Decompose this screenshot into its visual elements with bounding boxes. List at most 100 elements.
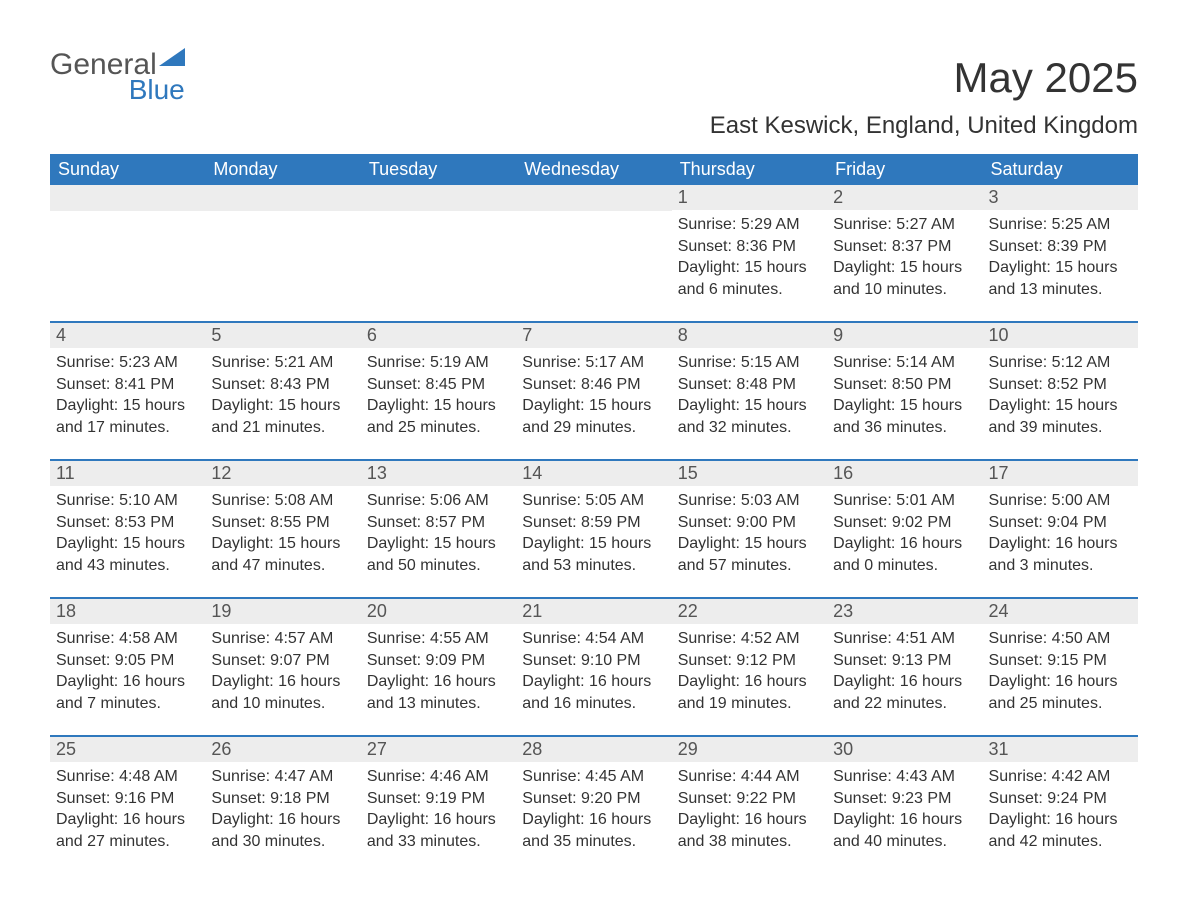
- date-number: 28: [516, 737, 671, 762]
- daylight-text: Daylight: 15 hours and 53 minutes.: [522, 533, 665, 576]
- date-number: 8: [672, 323, 827, 348]
- header-row: General Blue May 2025: [50, 50, 1138, 106]
- day-header: Monday: [205, 154, 360, 185]
- week-row: 25Sunrise: 4:48 AMSunset: 9:16 PMDayligh…: [50, 735, 1138, 857]
- cell-body: Sunrise: 5:17 AMSunset: 8:46 PMDaylight:…: [516, 348, 671, 442]
- date-number: [516, 185, 671, 211]
- daylight-text: Daylight: 15 hours and 57 minutes.: [678, 533, 821, 576]
- day-header: Thursday: [672, 154, 827, 185]
- cell-body: Sunrise: 4:44 AMSunset: 9:22 PMDaylight:…: [672, 762, 827, 856]
- sunset-text: Sunset: 8:39 PM: [989, 236, 1132, 258]
- calendar-cell: 30Sunrise: 4:43 AMSunset: 9:23 PMDayligh…: [827, 737, 982, 857]
- sunrise-text: Sunrise: 5:27 AM: [833, 214, 976, 236]
- date-number: 22: [672, 599, 827, 624]
- sunrise-text: Sunrise: 5:29 AM: [678, 214, 821, 236]
- day-header: Friday: [827, 154, 982, 185]
- page-title: May 2025: [954, 54, 1138, 102]
- daylight-text: Daylight: 16 hours and 42 minutes.: [989, 809, 1132, 852]
- calendar-cell: 8Sunrise: 5:15 AMSunset: 8:48 PMDaylight…: [672, 323, 827, 443]
- sunset-text: Sunset: 8:50 PM: [833, 374, 976, 396]
- sunset-text: Sunset: 8:55 PM: [211, 512, 354, 534]
- sunset-text: Sunset: 9:02 PM: [833, 512, 976, 534]
- sunrise-text: Sunrise: 5:06 AM: [367, 490, 510, 512]
- sunset-text: Sunset: 9:20 PM: [522, 788, 665, 810]
- date-number: [205, 185, 360, 211]
- calendar-cell: 17Sunrise: 5:00 AMSunset: 9:04 PMDayligh…: [983, 461, 1138, 581]
- sunset-text: Sunset: 9:05 PM: [56, 650, 199, 672]
- cell-body: Sunrise: 5:03 AMSunset: 9:00 PMDaylight:…: [672, 486, 827, 580]
- calendar-cell: 16Sunrise: 5:01 AMSunset: 9:02 PMDayligh…: [827, 461, 982, 581]
- sunrise-text: Sunrise: 5:01 AM: [833, 490, 976, 512]
- cell-body: Sunrise: 4:46 AMSunset: 9:19 PMDaylight:…: [361, 762, 516, 856]
- calendar-cell: 9Sunrise: 5:14 AMSunset: 8:50 PMDaylight…: [827, 323, 982, 443]
- sunrise-text: Sunrise: 4:52 AM: [678, 628, 821, 650]
- weeks-container: 1Sunrise: 5:29 AMSunset: 8:36 PMDaylight…: [50, 185, 1138, 857]
- calendar-cell: 13Sunrise: 5:06 AMSunset: 8:57 PMDayligh…: [361, 461, 516, 581]
- cell-body: Sunrise: 5:08 AMSunset: 8:55 PMDaylight:…: [205, 486, 360, 580]
- sunrise-text: Sunrise: 4:42 AM: [989, 766, 1132, 788]
- cell-body: Sunrise: 4:55 AMSunset: 9:09 PMDaylight:…: [361, 624, 516, 718]
- cell-body: Sunrise: 5:10 AMSunset: 8:53 PMDaylight:…: [50, 486, 205, 580]
- cell-body: Sunrise: 5:23 AMSunset: 8:41 PMDaylight:…: [50, 348, 205, 442]
- sunset-text: Sunset: 8:46 PM: [522, 374, 665, 396]
- sunrise-text: Sunrise: 5:03 AM: [678, 490, 821, 512]
- daylight-text: Daylight: 16 hours and 13 minutes.: [367, 671, 510, 714]
- cell-body: Sunrise: 5:00 AMSunset: 9:04 PMDaylight:…: [983, 486, 1138, 580]
- date-number: 30: [827, 737, 982, 762]
- sunrise-text: Sunrise: 5:23 AM: [56, 352, 199, 374]
- cell-body: Sunrise: 4:43 AMSunset: 9:23 PMDaylight:…: [827, 762, 982, 856]
- calendar-cell: 3Sunrise: 5:25 AMSunset: 8:39 PMDaylight…: [983, 185, 1138, 305]
- logo-word-2: Blue: [124, 74, 185, 106]
- cell-body: Sunrise: 5:29 AMSunset: 8:36 PMDaylight:…: [672, 210, 827, 304]
- cell-body: Sunrise: 4:58 AMSunset: 9:05 PMDaylight:…: [50, 624, 205, 718]
- sunset-text: Sunset: 9:16 PM: [56, 788, 199, 810]
- calendar-cell: [50, 185, 205, 305]
- calendar-cell: 18Sunrise: 4:58 AMSunset: 9:05 PMDayligh…: [50, 599, 205, 719]
- date-number: 26: [205, 737, 360, 762]
- sunrise-text: Sunrise: 4:46 AM: [367, 766, 510, 788]
- daylight-text: Daylight: 16 hours and 33 minutes.: [367, 809, 510, 852]
- cell-body: Sunrise: 4:48 AMSunset: 9:16 PMDaylight:…: [50, 762, 205, 856]
- sunrise-text: Sunrise: 4:57 AM: [211, 628, 354, 650]
- date-number: 23: [827, 599, 982, 624]
- sunrise-text: Sunrise: 4:47 AM: [211, 766, 354, 788]
- calendar-cell: [516, 185, 671, 305]
- calendar-cell: 1Sunrise: 5:29 AMSunset: 8:36 PMDaylight…: [672, 185, 827, 305]
- sunrise-text: Sunrise: 5:19 AM: [367, 352, 510, 374]
- sunrise-text: Sunrise: 4:54 AM: [522, 628, 665, 650]
- date-number: 12: [205, 461, 360, 486]
- daylight-text: Daylight: 16 hours and 22 minutes.: [833, 671, 976, 714]
- calendar-cell: 2Sunrise: 5:27 AMSunset: 8:37 PMDaylight…: [827, 185, 982, 305]
- calendar-cell: 4Sunrise: 5:23 AMSunset: 8:41 PMDaylight…: [50, 323, 205, 443]
- week-row: 11Sunrise: 5:10 AMSunset: 8:53 PMDayligh…: [50, 459, 1138, 581]
- sunset-text: Sunset: 9:04 PM: [989, 512, 1132, 534]
- calendar-cell: 27Sunrise: 4:46 AMSunset: 9:19 PMDayligh…: [361, 737, 516, 857]
- day-header: Sunday: [50, 154, 205, 185]
- sunrise-text: Sunrise: 4:50 AM: [989, 628, 1132, 650]
- daylight-text: Daylight: 15 hours and 36 minutes.: [833, 395, 976, 438]
- daylight-text: Daylight: 15 hours and 47 minutes.: [211, 533, 354, 576]
- sunrise-text: Sunrise: 5:14 AM: [833, 352, 976, 374]
- date-number: 6: [361, 323, 516, 348]
- date-number: 3: [983, 185, 1138, 210]
- daylight-text: Daylight: 15 hours and 50 minutes.: [367, 533, 510, 576]
- calendar-cell: 25Sunrise: 4:48 AMSunset: 9:16 PMDayligh…: [50, 737, 205, 857]
- calendar-cell: 10Sunrise: 5:12 AMSunset: 8:52 PMDayligh…: [983, 323, 1138, 443]
- cell-body: Sunrise: 4:42 AMSunset: 9:24 PMDaylight:…: [983, 762, 1138, 856]
- calendar-cell: 19Sunrise: 4:57 AMSunset: 9:07 PMDayligh…: [205, 599, 360, 719]
- day-header-row: SundayMondayTuesdayWednesdayThursdayFrid…: [50, 154, 1138, 185]
- date-number: 2: [827, 185, 982, 210]
- daylight-text: Daylight: 16 hours and 7 minutes.: [56, 671, 199, 714]
- date-number: 1: [672, 185, 827, 210]
- sunrise-text: Sunrise: 4:43 AM: [833, 766, 976, 788]
- daylight-text: Daylight: 16 hours and 40 minutes.: [833, 809, 976, 852]
- daylight-text: Daylight: 15 hours and 25 minutes.: [367, 395, 510, 438]
- calendar-cell: 7Sunrise: 5:17 AMSunset: 8:46 PMDaylight…: [516, 323, 671, 443]
- date-number: 10: [983, 323, 1138, 348]
- calendar-cell: 23Sunrise: 4:51 AMSunset: 9:13 PMDayligh…: [827, 599, 982, 719]
- date-number: 20: [361, 599, 516, 624]
- location-label: East Keswick, England, United Kingdom: [50, 112, 1138, 140]
- sunrise-text: Sunrise: 4:44 AM: [678, 766, 821, 788]
- calendar-cell: 31Sunrise: 4:42 AMSunset: 9:24 PMDayligh…: [983, 737, 1138, 857]
- calendar-cell: 12Sunrise: 5:08 AMSunset: 8:55 PMDayligh…: [205, 461, 360, 581]
